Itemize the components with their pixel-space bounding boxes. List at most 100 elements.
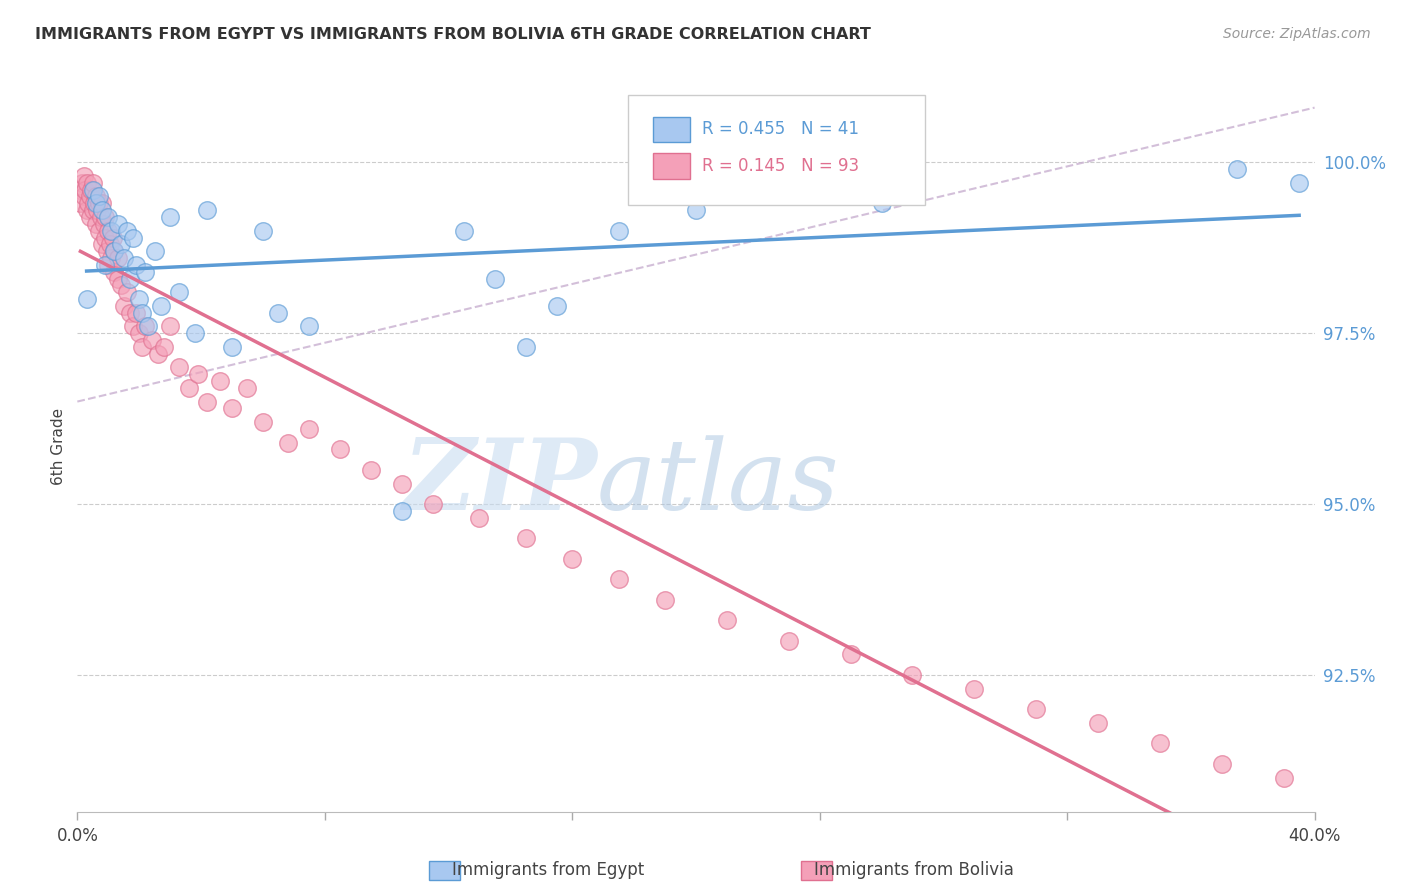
Point <box>107 271 129 285</box>
Point <box>128 326 150 341</box>
Point <box>159 319 181 334</box>
Point <box>76 292 98 306</box>
Point <box>153 340 176 354</box>
Point <box>107 217 129 231</box>
Bar <box>652 117 690 143</box>
Point <box>97 258 120 272</box>
Point <box>169 360 191 375</box>
Point <box>110 278 132 293</box>
Point <box>607 224 630 238</box>
Point <box>607 572 630 586</box>
Point <box>391 476 413 491</box>
Point <box>654 592 676 607</box>
Point <box>70 176 93 190</box>
Point <box>422 497 444 511</box>
Point <box>97 210 120 224</box>
Point <box>468 510 491 524</box>
Point <box>125 306 148 320</box>
Point <box>91 196 114 211</box>
Point <box>84 217 107 231</box>
Point <box>149 299 172 313</box>
Point <box>778 189 800 203</box>
Point <box>134 319 156 334</box>
Point <box>84 189 107 203</box>
Point <box>94 230 117 244</box>
Point <box>98 237 121 252</box>
Point <box>131 306 153 320</box>
Point <box>125 258 148 272</box>
Point <box>1288 176 1310 190</box>
Y-axis label: 6th Grade: 6th Grade <box>51 408 66 484</box>
Point <box>79 189 101 203</box>
Point <box>1211 756 1233 771</box>
Point <box>76 203 98 218</box>
Point <box>208 374 231 388</box>
Point <box>267 306 290 320</box>
Point <box>1025 702 1047 716</box>
Point <box>118 271 141 285</box>
Point <box>298 422 321 436</box>
Point <box>146 347 169 361</box>
Point <box>1087 715 1109 730</box>
Point <box>141 333 163 347</box>
Point <box>103 244 125 259</box>
Text: Immigrants from Egypt: Immigrants from Egypt <box>453 861 644 879</box>
Point <box>329 442 352 457</box>
Text: Immigrants from Bolivia: Immigrants from Bolivia <box>814 861 1014 879</box>
Point <box>184 326 207 341</box>
Point <box>87 224 110 238</box>
Point <box>515 531 537 545</box>
Text: Source: ZipAtlas.com: Source: ZipAtlas.com <box>1223 27 1371 41</box>
Point <box>80 183 103 197</box>
Point <box>195 394 218 409</box>
Point <box>685 203 707 218</box>
Point <box>86 203 108 218</box>
Point <box>484 271 506 285</box>
Point <box>97 224 120 238</box>
Point <box>79 210 101 224</box>
Point <box>115 224 138 238</box>
Point <box>112 299 135 313</box>
Text: IMMIGRANTS FROM EGYPT VS IMMIGRANTS FROM BOLIVIA 6TH GRADE CORRELATION CHART: IMMIGRANTS FROM EGYPT VS IMMIGRANTS FROM… <box>35 27 872 42</box>
Point <box>561 551 583 566</box>
Point <box>515 340 537 354</box>
Point <box>101 230 124 244</box>
Point <box>360 463 382 477</box>
Point <box>1149 736 1171 750</box>
Point <box>122 230 145 244</box>
Point <box>277 435 299 450</box>
Point <box>839 648 862 662</box>
Point <box>107 251 129 265</box>
Point <box>75 183 96 197</box>
Point <box>96 244 118 259</box>
Point <box>870 196 893 211</box>
Point <box>110 237 132 252</box>
Point <box>84 196 107 211</box>
Point <box>298 319 321 334</box>
Point <box>91 203 114 218</box>
Point <box>131 340 153 354</box>
Point <box>82 203 104 218</box>
Point <box>69 196 91 211</box>
Point <box>546 299 568 313</box>
Point <box>82 176 104 190</box>
Point <box>169 285 191 300</box>
Point <box>187 368 209 382</box>
Point <box>77 196 100 211</box>
Point <box>778 633 800 648</box>
Point <box>76 176 98 190</box>
Point <box>112 251 135 265</box>
Point <box>69 183 91 197</box>
Point <box>115 285 138 300</box>
Point <box>93 217 115 231</box>
Point <box>90 210 112 224</box>
Text: R = 0.455   N = 41: R = 0.455 N = 41 <box>702 120 859 138</box>
Point <box>195 203 218 218</box>
Point <box>963 681 986 696</box>
Point <box>100 251 122 265</box>
Point <box>138 319 160 334</box>
Point <box>118 306 141 320</box>
Point <box>221 340 243 354</box>
FancyBboxPatch shape <box>628 95 925 204</box>
Point <box>236 381 259 395</box>
